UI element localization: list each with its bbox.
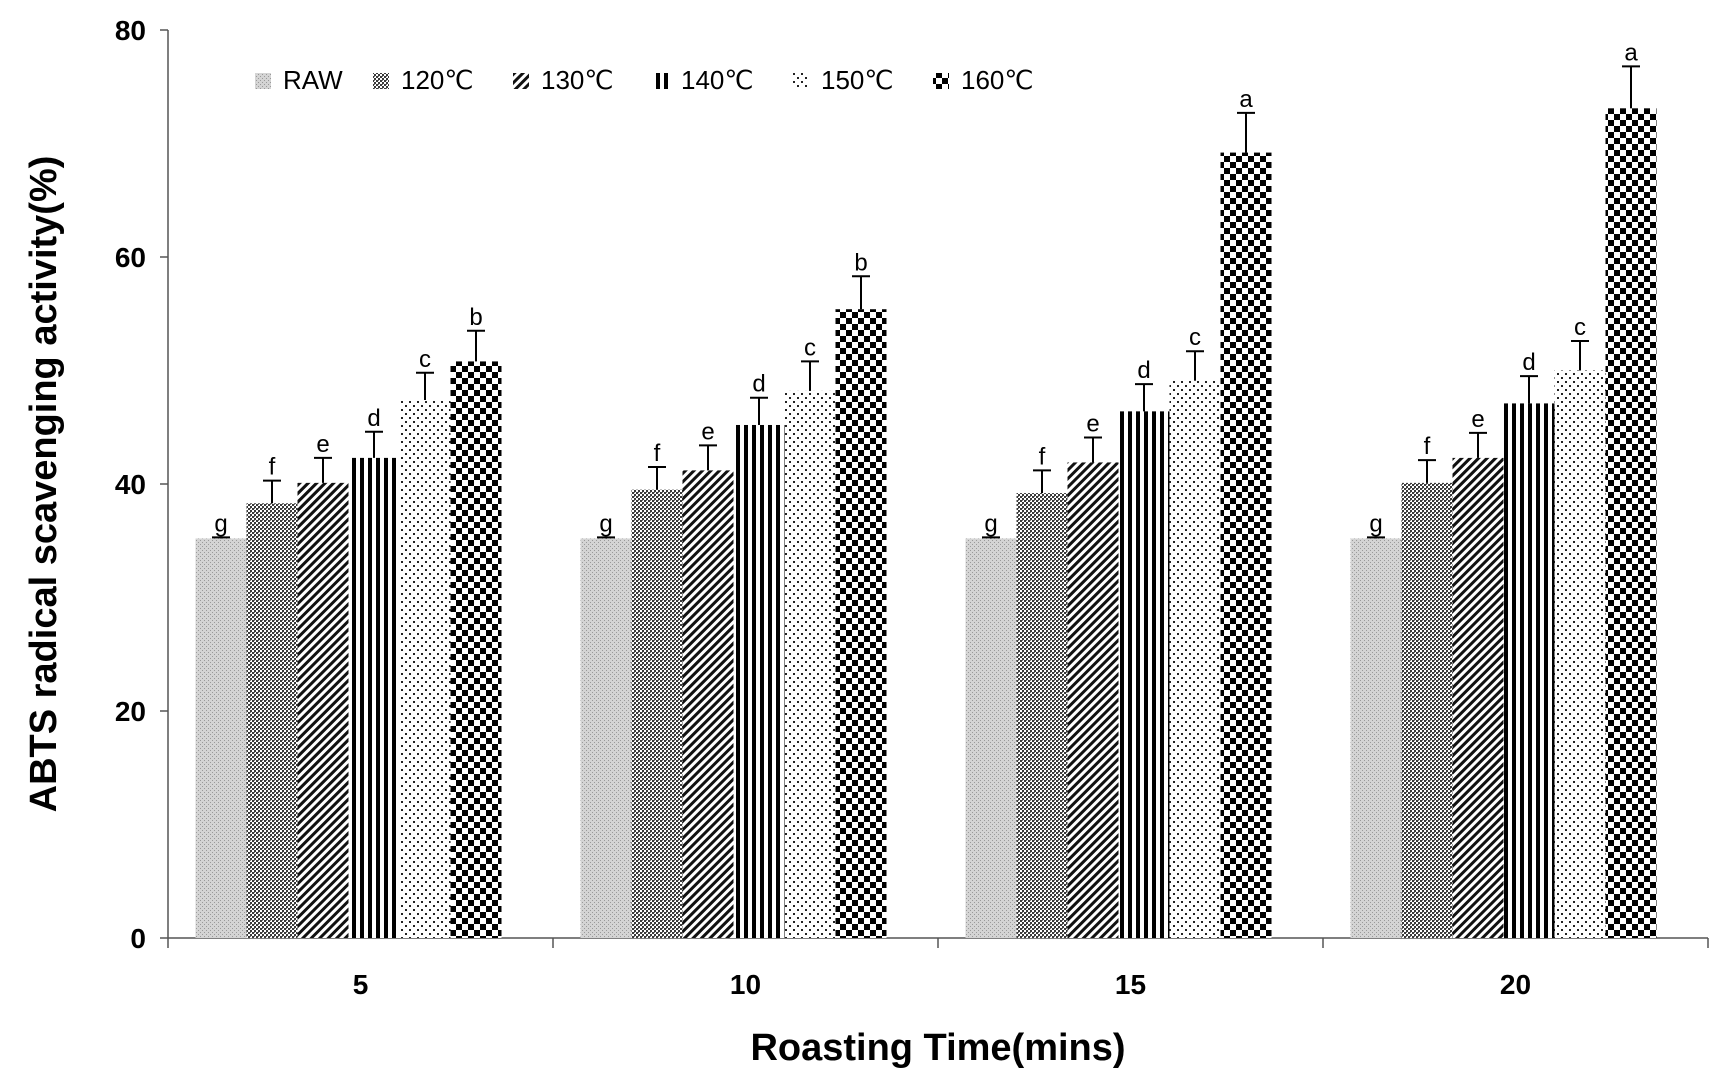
significance-label: g <box>984 510 997 537</box>
significance-label: a <box>1624 39 1638 66</box>
significance-label: e <box>1086 410 1099 437</box>
bar <box>631 489 683 938</box>
significance-label: f <box>1424 433 1431 460</box>
bar <box>733 424 785 939</box>
significance-label: d <box>1522 349 1535 376</box>
bar <box>580 538 632 938</box>
legend-swatch <box>513 73 529 89</box>
significance-label: b <box>469 304 482 331</box>
bar <box>784 390 836 938</box>
significance-label: d <box>367 405 380 432</box>
bar <box>1067 462 1119 938</box>
legend-swatch <box>373 73 389 89</box>
legend-swatch <box>653 73 669 89</box>
y-tick-label: 0 <box>130 923 146 954</box>
legend-swatch <box>933 73 949 89</box>
bar <box>1401 482 1453 938</box>
bar <box>1503 403 1555 938</box>
bar <box>1118 411 1170 938</box>
x-tick-label: 10 <box>730 969 761 1000</box>
bar <box>399 400 451 938</box>
significance-label: g <box>214 510 227 537</box>
bar <box>965 538 1017 938</box>
legend-swatch <box>793 73 809 89</box>
legend-label: 160℃ <box>961 65 1034 95</box>
bar <box>1554 370 1606 938</box>
significance-label: f <box>654 440 661 467</box>
x-tick-label: 5 <box>353 969 369 1000</box>
y-axis-title: ABTS radical scavenging activity(%) <box>23 156 65 813</box>
bar <box>1605 108 1657 938</box>
bar <box>835 309 887 939</box>
legend-label: 120℃ <box>401 65 474 95</box>
significance-label: g <box>599 510 612 537</box>
significance-label: g <box>1369 510 1382 537</box>
x-axis-title: Roasting Time(mins) <box>750 1027 1125 1069</box>
x-tick-label: 20 <box>1500 969 1531 1000</box>
y-tick-label: 80 <box>115 15 146 46</box>
bar <box>1220 152 1272 938</box>
y-tick-label: 40 <box>115 469 146 500</box>
significance-label: c <box>1574 314 1586 341</box>
significance-label: b <box>854 249 867 276</box>
significance-label: c <box>1189 324 1201 351</box>
significance-label: f <box>1039 443 1046 470</box>
significance-label: e <box>1471 406 1484 433</box>
axis-labels: 0 20 40 60 80 g f e d c b 5 g f e d c b 10 g f e d c a 15 g f e d c a 20… <box>23 15 1638 1069</box>
significance-label: c <box>804 334 816 361</box>
significance-label: c <box>419 346 431 373</box>
x-tick-label: 15 <box>1115 969 1146 1000</box>
bar <box>1452 457 1504 938</box>
legend-label: 130℃ <box>541 65 614 95</box>
bar <box>195 538 247 938</box>
significance-label: d <box>752 371 765 398</box>
bar <box>1350 538 1402 938</box>
y-tick-label: 60 <box>115 242 146 273</box>
significance-label: f <box>269 454 276 481</box>
legend-swatch <box>255 73 271 89</box>
y-tick-label: 20 <box>115 696 146 727</box>
bar <box>246 503 298 938</box>
bar <box>348 457 400 938</box>
bar <box>297 482 349 938</box>
bar <box>682 470 734 938</box>
bar <box>1169 380 1221 939</box>
significance-label: a <box>1239 86 1253 113</box>
significance-label: e <box>316 431 329 458</box>
legend: RAW 120℃ 130℃ 140℃ 150℃ 160℃ <box>255 65 1034 95</box>
significance-label: e <box>701 418 714 445</box>
legend-label: 140℃ <box>681 65 754 95</box>
significance-label: d <box>1137 357 1150 384</box>
bar <box>450 361 502 938</box>
legend-label: RAW <box>283 65 343 95</box>
bars <box>195 65 1657 939</box>
bar <box>1016 493 1068 938</box>
legend-label: 150℃ <box>821 65 894 95</box>
